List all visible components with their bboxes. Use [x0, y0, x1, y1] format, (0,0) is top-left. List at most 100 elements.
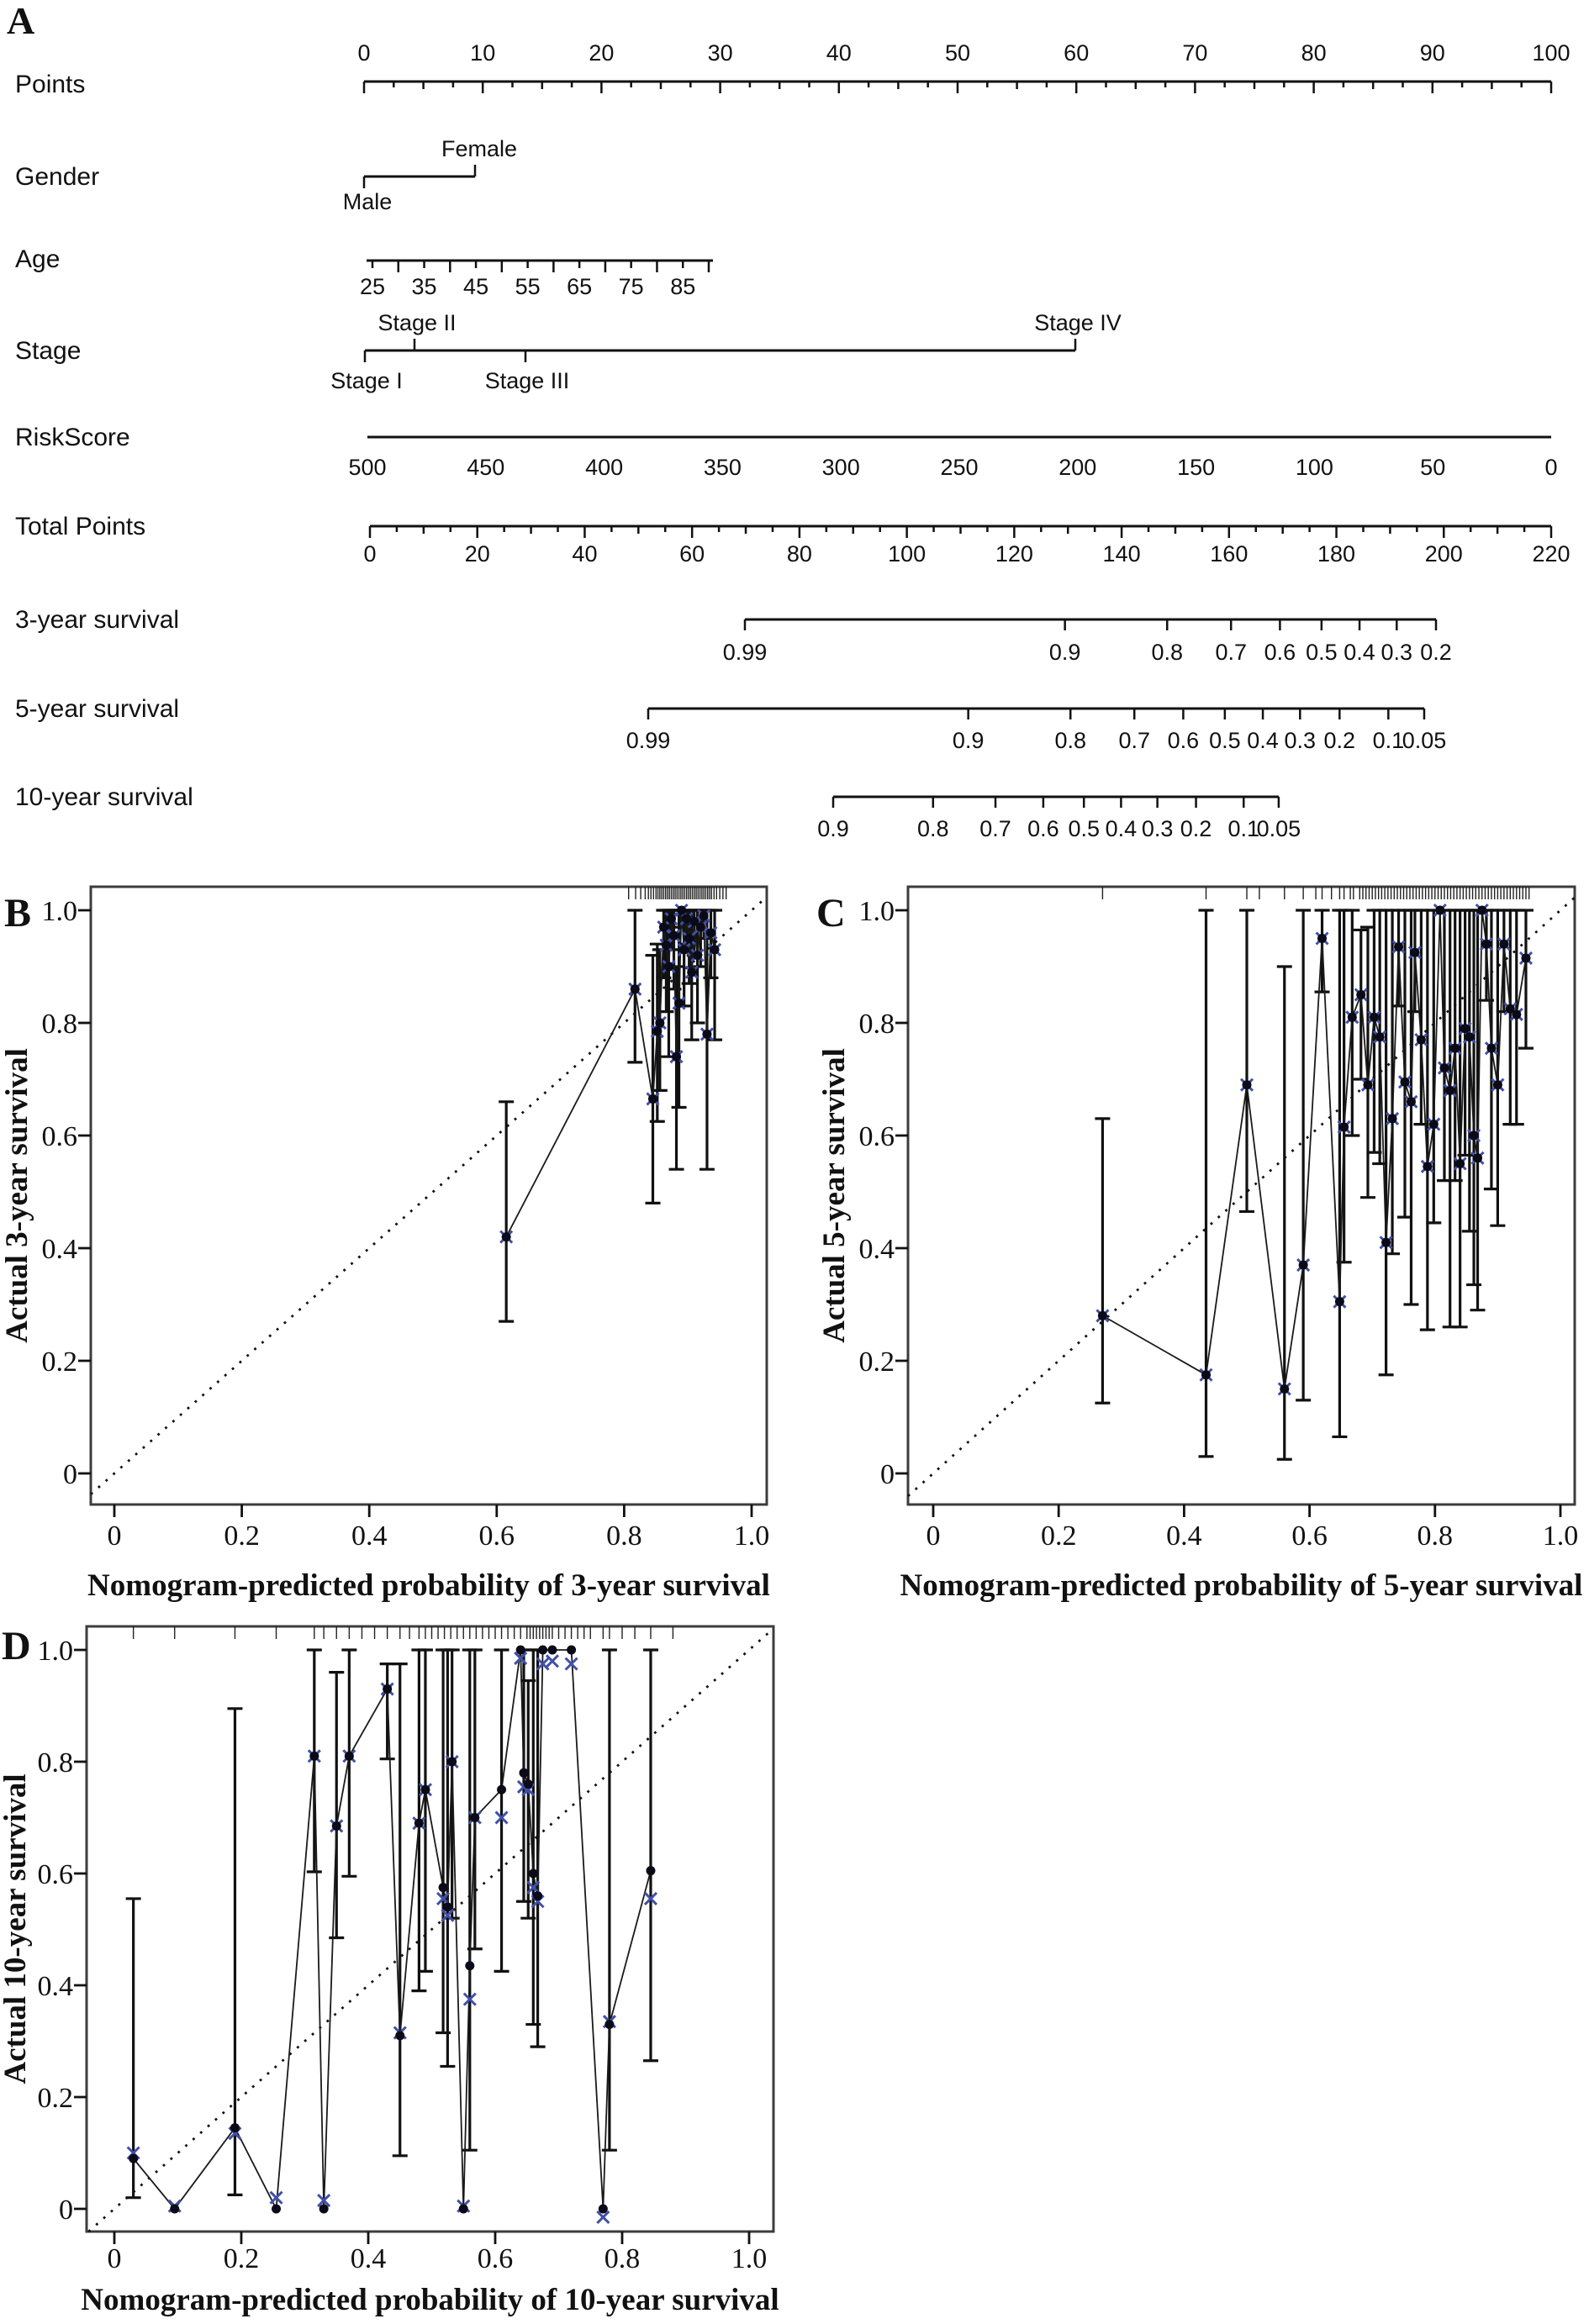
svg-text:0.4: 0.4: [351, 2243, 387, 2274]
svg-text:50: 50: [945, 40, 970, 66]
svg-text:250: 250: [940, 455, 978, 480]
svg-text:0: 0: [108, 1520, 122, 1552]
svg-text:0: 0: [926, 1520, 941, 1552]
svg-text:0.7: 0.7: [979, 816, 1011, 841]
bias-corrected-markers: [126, 1651, 658, 2225]
svg-text:160: 160: [1210, 541, 1248, 567]
svg-text:B: B: [4, 891, 31, 935]
svg-text:35: 35: [412, 274, 437, 299]
svg-text:Stage II: Stage II: [377, 310, 456, 335]
svg-text:0.4: 0.4: [38, 1971, 74, 2002]
svg-text:350: 350: [704, 455, 742, 480]
svg-text:0.1: 0.1: [1227, 816, 1259, 841]
svg-text:0.6: 0.6: [1291, 1520, 1328, 1552]
y-axis-title: Actual 3-year survival: [0, 1048, 34, 1343]
svg-text:Gender: Gender: [15, 163, 99, 191]
svg-text:10-year survival: 10-year survival: [15, 783, 193, 811]
svg-text:0: 0: [357, 40, 370, 66]
svg-text:0.99: 0.99: [723, 640, 768, 665]
svg-text:0.9: 0.9: [817, 816, 849, 841]
svg-text:0.3: 0.3: [1381, 640, 1413, 665]
svg-text:450: 450: [467, 455, 504, 480]
calibration-line: [132, 1649, 652, 2212]
svg-text:500: 500: [348, 455, 386, 480]
svg-text:0.6: 0.6: [42, 1121, 78, 1152]
svg-text:40: 40: [826, 40, 852, 66]
svg-text:0.2: 0.2: [1041, 1520, 1077, 1552]
svg-text:0.4: 0.4: [42, 1234, 78, 1265]
svg-text:0.2: 0.2: [224, 1520, 260, 1552]
reference-diagonal: [907, 896, 1576, 1497]
svg-text:0.8: 0.8: [1151, 640, 1183, 665]
reference-diagonal: [90, 896, 768, 1495]
nomogram-row-gender: Gender Male Female: [15, 136, 517, 214]
calibration-panel-5yr: C 00 0.2 0.2 0.4 0.4 0.6 0.6 0.8 0.8 1.0 1.0 Nomogra…: [816, 885, 1583, 1603]
svg-text:0.6: 0.6: [859, 1121, 895, 1152]
svg-text:0.9: 0.9: [953, 728, 985, 753]
svg-text:C: C: [816, 891, 846, 935]
svg-text:1.0: 1.0: [1543, 1520, 1579, 1552]
observed-points: [1097, 905, 1531, 1394]
nomogram-row-total_points: Total Points 0 20 40 60 80 100 120 140 160 180 200 2…: [15, 513, 1571, 567]
axes: 000.20.20.40.40.60.60.80.81.01.0: [38, 1636, 768, 2274]
svg-text:0.05: 0.05: [1257, 816, 1301, 841]
svg-text:0: 0: [59, 2195, 73, 2226]
bias-corrected-markers: [1095, 903, 1534, 1396]
nomogram-row-stage: Stage Stage II Stage IV Stage I Stage III: [15, 310, 1122, 393]
plot-frame: [89, 885, 768, 1506]
svg-text:60: 60: [679, 541, 705, 567]
svg-text:40: 40: [572, 541, 597, 567]
svg-text:0.2: 0.2: [1324, 728, 1356, 753]
svg-text:Stage IV: Stage IV: [1034, 310, 1122, 335]
y-axis-title: Actual 5-year survival: [817, 1048, 852, 1343]
x-axis-title: Nomogram-predicted probability of 5-year…: [900, 1568, 1583, 1603]
svg-text:20: 20: [589, 40, 614, 66]
svg-text:0.6: 0.6: [38, 1859, 74, 1890]
svg-text:0.8: 0.8: [859, 1009, 895, 1040]
svg-text:3-year survival: 3-year survival: [15, 606, 179, 634]
svg-text:1.0: 1.0: [859, 896, 895, 927]
svg-text:0.3: 0.3: [1285, 728, 1317, 753]
svg-text:50: 50: [1420, 455, 1445, 480]
svg-text:55: 55: [515, 274, 541, 299]
svg-text:120: 120: [995, 541, 1033, 567]
svg-text:0.05: 0.05: [1402, 728, 1447, 753]
svg-text:0.6: 0.6: [478, 2243, 514, 2274]
error-bars: [125, 1648, 658, 2200]
svg-text:75: 75: [619, 274, 644, 299]
svg-text:0.99: 0.99: [626, 728, 671, 753]
axes: 000.20.20.40.40.60.60.80.81.01.0: [859, 896, 1579, 1552]
svg-text:0.2: 0.2: [38, 2083, 74, 2114]
svg-text:0.6: 0.6: [1168, 728, 1200, 753]
svg-text:Stage I: Stage I: [330, 368, 403, 393]
svg-text:Stage III: Stage III: [485, 368, 570, 393]
calibration-line: [1101, 909, 1527, 1389]
svg-text:0.1: 0.1: [1373, 728, 1405, 753]
svg-text:100: 100: [1296, 455, 1333, 480]
svg-text:D: D: [2, 1624, 31, 1668]
svg-text:0.9: 0.9: [1049, 640, 1081, 665]
svg-text:Stage: Stage: [15, 337, 81, 365]
svg-text:Total Points: Total Points: [15, 513, 145, 540]
svg-text:0.4: 0.4: [1247, 728, 1279, 753]
svg-text:70: 70: [1182, 40, 1207, 66]
predicted-probability-rug: [132, 1626, 674, 1639]
plot-frame: [85, 1625, 775, 2233]
svg-text:0.4: 0.4: [1344, 640, 1375, 665]
svg-text:0.4: 0.4: [859, 1234, 895, 1265]
svg-text:0: 0: [880, 1459, 895, 1490]
svg-text:0.6: 0.6: [1027, 816, 1059, 841]
observed-points: [129, 1645, 656, 2214]
predicted-probability-rug: [1101, 887, 1530, 899]
reference-diagonal: [87, 1627, 774, 2233]
predicted-probability-rug: [628, 887, 727, 899]
svg-text:0.8: 0.8: [38, 1747, 74, 1779]
svg-text:80: 80: [787, 541, 812, 567]
svg-text:200: 200: [1425, 541, 1463, 567]
svg-text:0.6: 0.6: [1264, 640, 1296, 665]
svg-text:0: 0: [108, 2243, 122, 2274]
svg-text:0.5: 0.5: [1068, 816, 1100, 841]
svg-text:Points: Points: [15, 71, 85, 98]
